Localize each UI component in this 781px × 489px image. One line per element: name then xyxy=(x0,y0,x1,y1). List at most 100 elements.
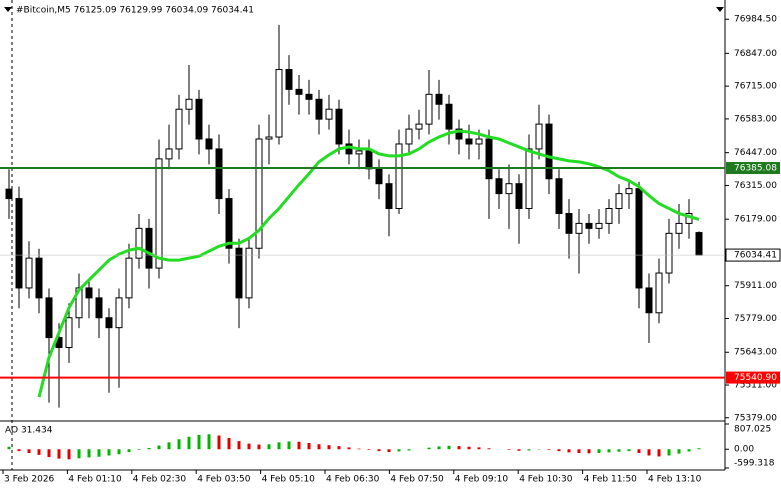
candle-body xyxy=(255,138,263,249)
candle-body xyxy=(545,123,553,180)
ao-y-tick-label: 807.025 xyxy=(734,425,771,435)
menu-marker xyxy=(4,7,12,12)
candle-body xyxy=(435,93,443,105)
x-tick-label: 3 Feb 2026 xyxy=(4,475,55,485)
candle-body xyxy=(475,138,483,145)
y-tick-label: 76447.00 xyxy=(734,148,777,158)
candle-body xyxy=(45,297,53,339)
chart-title: #Bitcoin,M5 76125.09 76129.99 76034.09 7… xyxy=(16,6,254,16)
ao-label: AO 31.434 xyxy=(5,426,53,436)
candle-body xyxy=(515,183,523,210)
candle-body xyxy=(645,287,653,314)
y-tick-label: 76315.00 xyxy=(734,181,777,191)
candle-body xyxy=(385,183,393,210)
ao-y-tick-label: 0.00 xyxy=(734,445,754,455)
candle-body xyxy=(615,193,623,210)
candle-body xyxy=(665,232,673,274)
candle-body xyxy=(205,138,213,150)
candle-body xyxy=(215,148,223,200)
candle-body xyxy=(455,128,463,140)
candle-body xyxy=(145,227,153,269)
candle-body xyxy=(95,297,103,319)
candle-body xyxy=(85,287,93,299)
y-tick-label: 75911.00 xyxy=(734,281,777,291)
shift-marker xyxy=(716,7,724,12)
candle-body xyxy=(445,103,453,130)
y-tick-label: 75643.00 xyxy=(734,348,777,358)
current-price-label: 76034.41 xyxy=(734,251,777,261)
candle-body xyxy=(25,257,33,289)
candle-body xyxy=(65,317,73,349)
y-tick-label: 76847.00 xyxy=(734,49,777,59)
candle-body xyxy=(335,108,343,145)
candle-body xyxy=(15,198,23,289)
current-price-box xyxy=(725,248,781,262)
candle-body xyxy=(415,123,423,130)
candle-body xyxy=(315,98,323,120)
moving-average xyxy=(37,129,700,398)
candle-body xyxy=(525,148,533,210)
candle-body xyxy=(625,188,633,195)
candle-body xyxy=(655,272,663,314)
x-tick-label: 4 Feb 06:30 xyxy=(326,475,380,485)
candle-body xyxy=(405,128,413,145)
y-tick-label: 76984.50 xyxy=(734,15,777,25)
candle-body xyxy=(565,212,573,234)
candle-body xyxy=(35,257,43,299)
candle-body xyxy=(305,93,313,100)
candle-body xyxy=(425,93,433,125)
candle-body xyxy=(395,143,403,210)
candle-body xyxy=(635,188,643,289)
y-tick-label: 75779.00 xyxy=(734,314,777,324)
level-label: 75540.90 xyxy=(734,373,777,383)
candle-body xyxy=(585,222,593,229)
candle-body xyxy=(355,150,363,155)
candle-body xyxy=(285,69,293,90)
x-tick-label: 4 Feb 03:50 xyxy=(197,475,251,485)
candle-body xyxy=(115,297,123,329)
candle-body xyxy=(5,188,13,200)
x-tick-label: 4 Feb 05:10 xyxy=(262,475,316,485)
x-tick-label: 4 Feb 13:10 xyxy=(648,475,702,485)
candle-body xyxy=(155,158,163,269)
candle-body xyxy=(375,168,383,185)
y-tick-label: 75511.00 xyxy=(734,381,777,391)
candle-body xyxy=(555,178,563,214)
candle-body xyxy=(185,98,193,110)
candle-body xyxy=(235,247,243,299)
candle-body xyxy=(535,123,543,150)
candle-body xyxy=(505,183,513,195)
candle-body xyxy=(695,232,703,256)
candle-body xyxy=(675,222,683,234)
ao-y-tick-label: -599.318 xyxy=(734,459,775,469)
level-label-box xyxy=(726,371,780,384)
candle-body xyxy=(195,98,203,140)
candle-body xyxy=(495,178,503,195)
candle-body xyxy=(105,317,113,329)
x-tick-label: 4 Feb 11:50 xyxy=(584,475,638,485)
y-tick-label: 75379.00 xyxy=(734,413,777,423)
candle-body xyxy=(165,148,173,160)
candle-body xyxy=(595,222,603,229)
candle-body xyxy=(295,88,303,95)
y-tick-label: 76583.00 xyxy=(734,114,777,124)
candle-body xyxy=(275,69,283,138)
y-tick-label: 76179.00 xyxy=(734,215,777,225)
candle-body xyxy=(485,138,493,180)
candle-body xyxy=(245,247,253,299)
candle-body xyxy=(365,150,373,170)
x-tick-label: 4 Feb 09:10 xyxy=(455,475,509,485)
level-label: 76385.08 xyxy=(734,164,777,174)
x-tick-label: 4 Feb 02:30 xyxy=(133,475,187,485)
x-tick-label: 4 Feb 07:50 xyxy=(390,475,444,485)
candle-body xyxy=(175,108,183,150)
candle-body xyxy=(135,227,143,259)
candle-body xyxy=(465,138,473,145)
candle-body xyxy=(265,136,273,140)
candle-body xyxy=(325,108,333,120)
candle-body xyxy=(605,208,613,224)
candle-body xyxy=(575,222,583,234)
level-label-box xyxy=(726,162,780,175)
